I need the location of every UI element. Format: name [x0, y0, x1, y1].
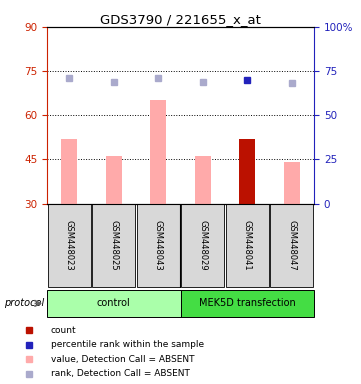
FancyBboxPatch shape	[270, 204, 313, 287]
Text: GSM448043: GSM448043	[154, 220, 163, 271]
Text: GSM448029: GSM448029	[198, 220, 207, 271]
Text: protocol: protocol	[4, 298, 44, 308]
Text: control: control	[97, 298, 131, 308]
Text: GSM448025: GSM448025	[109, 220, 118, 271]
FancyBboxPatch shape	[181, 204, 224, 287]
Bar	[106, 156, 122, 204]
Bar	[239, 139, 255, 204]
FancyBboxPatch shape	[47, 290, 180, 317]
Text: percentile rank within the sample: percentile rank within the sample	[51, 340, 204, 349]
Text: GSM448023: GSM448023	[65, 220, 74, 271]
FancyBboxPatch shape	[137, 204, 180, 287]
FancyBboxPatch shape	[48, 204, 91, 287]
Text: rank, Detection Call = ABSENT: rank, Detection Call = ABSENT	[51, 369, 190, 378]
Text: value, Detection Call = ABSENT: value, Detection Call = ABSENT	[51, 355, 194, 364]
FancyBboxPatch shape	[226, 204, 269, 287]
Text: GSM448041: GSM448041	[243, 220, 252, 271]
Title: GDS3790 / 221655_x_at: GDS3790 / 221655_x_at	[100, 13, 261, 26]
FancyBboxPatch shape	[92, 204, 135, 287]
Text: count: count	[51, 326, 76, 335]
Text: MEK5D transfection: MEK5D transfection	[199, 298, 296, 308]
Bar	[195, 156, 210, 204]
Bar	[61, 139, 77, 204]
Bar	[151, 101, 166, 204]
FancyBboxPatch shape	[180, 290, 314, 317]
Bar	[284, 162, 300, 204]
Text: GSM448047: GSM448047	[287, 220, 296, 271]
